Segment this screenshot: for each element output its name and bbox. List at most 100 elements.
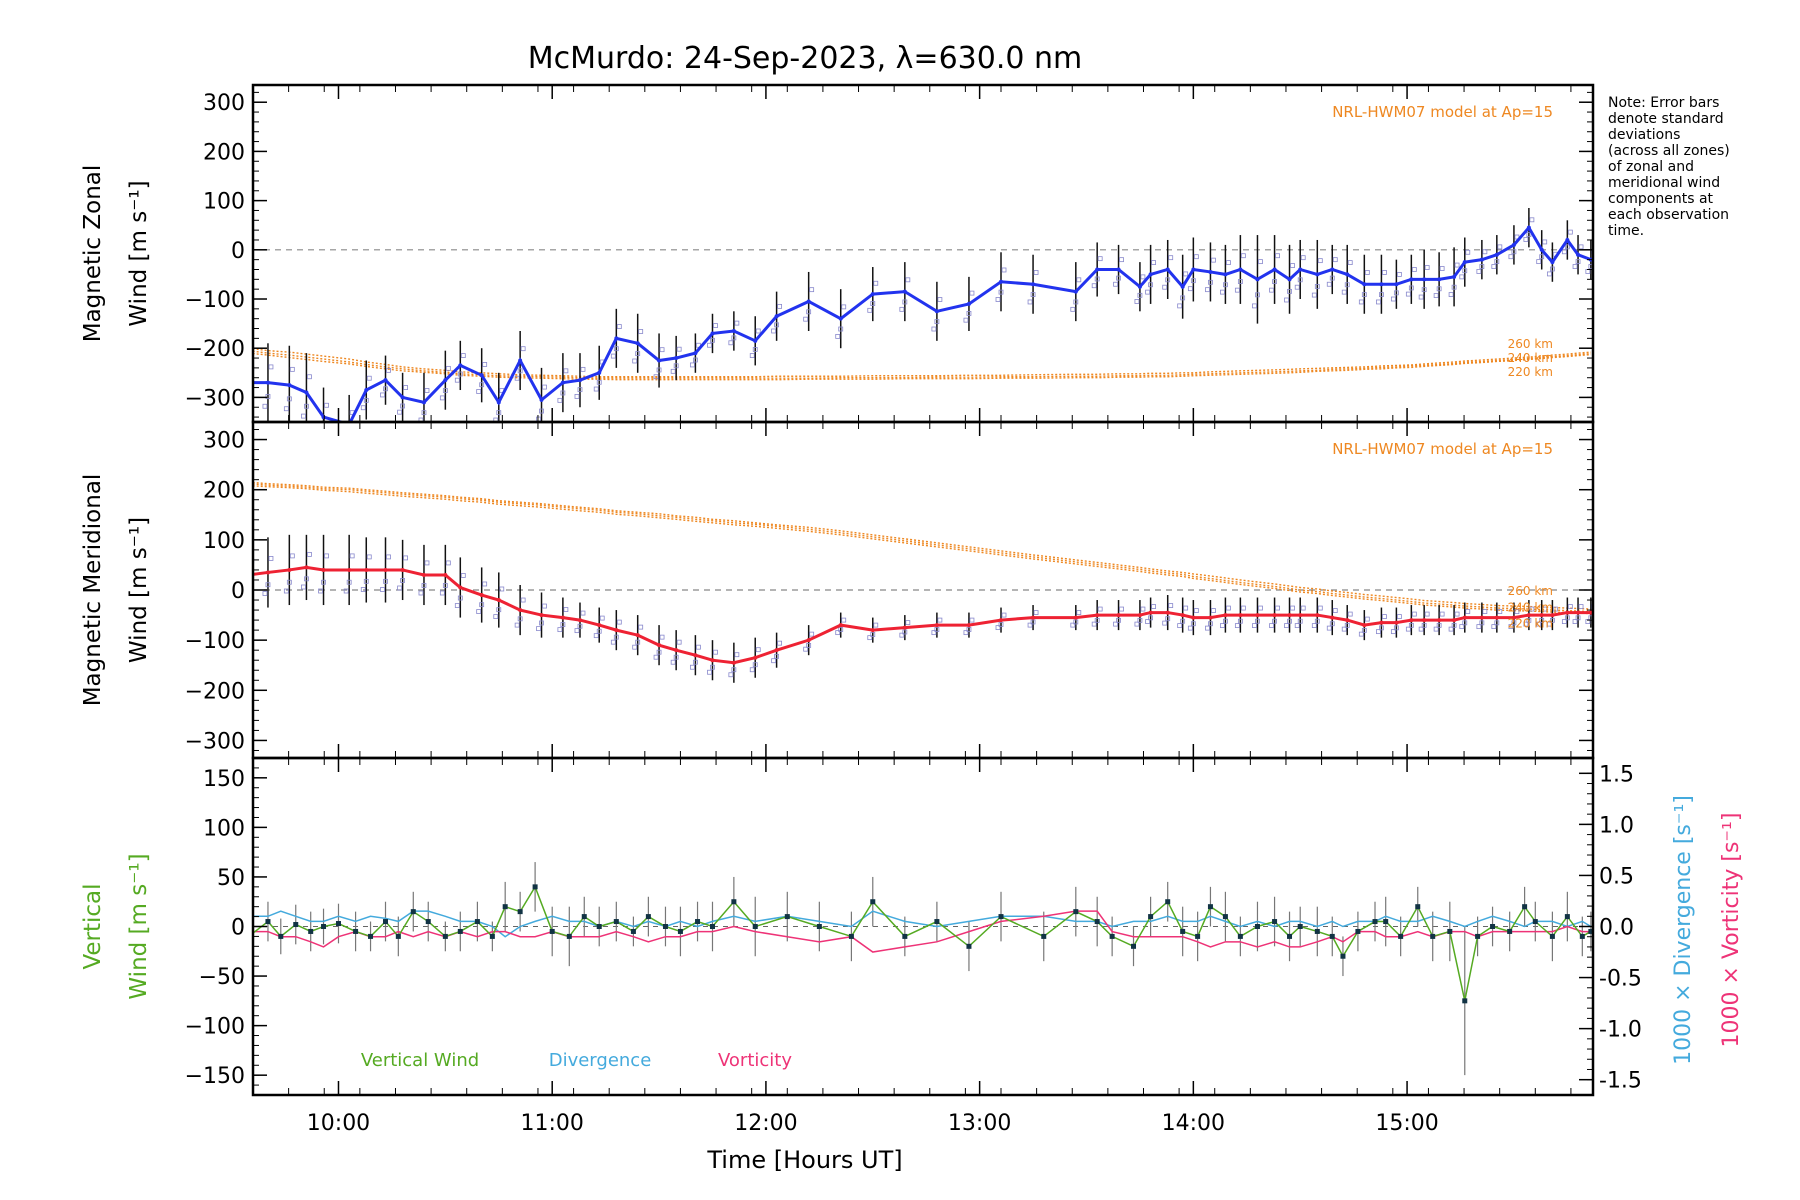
- vertical-wind-point: [1094, 919, 1100, 925]
- zonal-wind-point: [421, 400, 426, 405]
- zone-marker: [1183, 271, 1189, 277]
- model-line-model-240-km: [253, 350, 1591, 379]
- zone-marker: [363, 578, 369, 584]
- zone-marker: [1151, 260, 1157, 266]
- zone-marker: [1223, 618, 1228, 624]
- zone-marker: [476, 609, 482, 614]
- zone-marker: [963, 630, 969, 636]
- y2-tick-label: -1.5: [1599, 1069, 1642, 1094]
- zone-marker: [479, 602, 485, 608]
- vertical-wind-point: [1195, 933, 1201, 939]
- y2-axis-label-divergence: 1000 × Divergence [s⁻¹]: [1671, 795, 1696, 1065]
- zone-marker: [1546, 621, 1552, 627]
- zone-marker: [1190, 621, 1196, 627]
- meridional-wind-point: [1315, 613, 1320, 618]
- zone-marker: [1180, 618, 1186, 624]
- vertical-wind-point: [265, 919, 271, 925]
- zone-marker: [1572, 264, 1578, 269]
- zone-marker: [1511, 620, 1517, 626]
- zone-marker: [707, 669, 712, 675]
- zonal-wind-point: [287, 383, 292, 388]
- zone-marker: [1390, 629, 1396, 635]
- zone-marker: [713, 649, 718, 655]
- zone-marker: [937, 617, 943, 623]
- zone-marker: [1523, 237, 1529, 242]
- zone-marker: [995, 297, 1001, 302]
- zonal-wind-point: [674, 356, 679, 361]
- model-label: NRL-HWM07 model at Ap=15: [1332, 103, 1553, 121]
- zone-marker: [1168, 603, 1174, 608]
- zone-marker: [806, 309, 812, 315]
- zone-marker: [560, 390, 566, 396]
- vertical-wind-point: [1237, 933, 1243, 939]
- zone-marker: [1326, 281, 1332, 287]
- zone-marker: [1165, 616, 1171, 622]
- plot-area: [253, 481, 1593, 683]
- zone-marker: [542, 603, 547, 609]
- vertical-wind-point: [293, 922, 299, 928]
- zone-marker: [873, 280, 879, 286]
- zone-marker: [1536, 621, 1542, 627]
- zone-marker: [1297, 618, 1303, 624]
- vertical-wind-point: [1272, 919, 1278, 925]
- zone-marker: [867, 307, 873, 313]
- zonal-wind-point: [1330, 267, 1335, 272]
- zone-marker: [873, 622, 879, 628]
- zone-marker: [1294, 623, 1300, 629]
- vertical-wind-point: [966, 943, 972, 949]
- zone-marker: [1564, 615, 1570, 621]
- meridional-wind-point: [1362, 623, 1367, 628]
- zone-marker: [1393, 290, 1399, 296]
- zonal-wind-point: [364, 388, 369, 393]
- zone-marker: [1187, 286, 1193, 292]
- zone-marker: [1252, 303, 1257, 309]
- zonal-wind-point: [1526, 225, 1531, 230]
- zone-marker: [577, 387, 583, 393]
- zone-marker: [418, 590, 424, 596]
- zone-marker: [557, 627, 563, 633]
- zone-marker: [692, 357, 698, 363]
- y-axis-label-line1: Magnetic Zonal: [80, 165, 106, 343]
- zone-marker: [1255, 618, 1260, 624]
- zone-marker: [1237, 618, 1243, 624]
- zone-marker: [1329, 275, 1335, 281]
- y-tick-label: −100: [185, 288, 245, 313]
- zone-marker: [1076, 277, 1082, 283]
- zone-marker: [610, 639, 616, 645]
- zone-marker: [454, 603, 460, 608]
- zone-marker: [1162, 620, 1168, 626]
- zone-marker: [1526, 232, 1532, 237]
- meridional-wind-point: [731, 660, 736, 665]
- zone-marker: [870, 301, 876, 306]
- meridional-wind-point: [1539, 613, 1544, 618]
- meridional-wind-point: [674, 648, 679, 653]
- zone-marker: [1140, 606, 1146, 612]
- vertical-wind-point: [662, 924, 668, 929]
- vertical-wind-point: [934, 919, 940, 925]
- y-tick-label: 200: [203, 479, 245, 504]
- meridional-wind-point: [458, 585, 463, 590]
- zone-marker: [1508, 624, 1514, 630]
- zone-marker: [363, 397, 369, 403]
- zone-marker: [1529, 217, 1535, 223]
- zone-marker: [1424, 611, 1430, 617]
- zone-marker: [1448, 626, 1454, 632]
- zone-marker: [386, 554, 391, 560]
- zone-marker: [593, 633, 599, 639]
- zone-marker: [613, 634, 619, 640]
- zone-marker: [1479, 264, 1485, 269]
- zone-marker: [835, 333, 841, 339]
- meridional-wind-point: [1031, 615, 1036, 620]
- model-height-label: 220 km: [1508, 617, 1553, 631]
- vertical-wind-point: [1073, 909, 1079, 915]
- zone-marker: [577, 623, 583, 629]
- zone-marker: [692, 659, 698, 665]
- zone-marker: [1578, 244, 1584, 250]
- zone-marker: [349, 553, 355, 559]
- meridional-wind-point: [479, 593, 484, 598]
- vertical-wind-point: [395, 933, 401, 939]
- zone-marker: [969, 617, 975, 623]
- zone-marker: [1300, 605, 1306, 611]
- zone-marker: [520, 346, 526, 352]
